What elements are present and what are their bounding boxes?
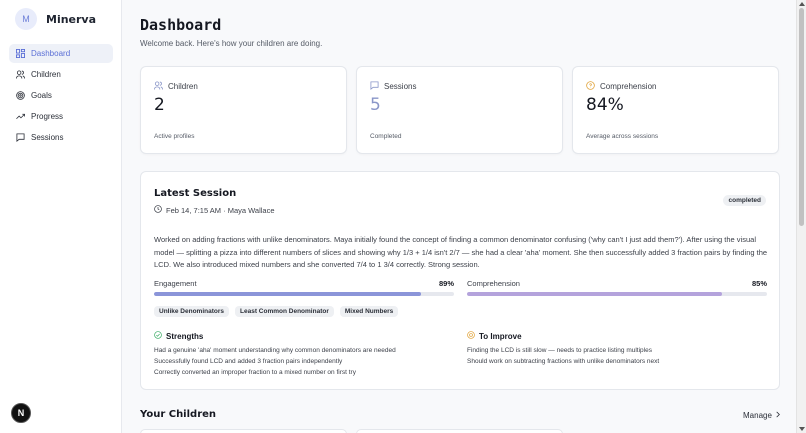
stat-card-children: Children 2 Active profiles: [140, 66, 347, 154]
strength-item: Had a genuine 'aha' moment understanding…: [154, 347, 396, 354]
trend-icon: [16, 112, 25, 121]
improve-title: To Improve: [479, 331, 522, 341]
stat-footnote: Active profiles: [154, 133, 195, 140]
manage-label: Manage: [743, 411, 772, 420]
main-content: Dashboard Welcome back. Here's how your …: [122, 0, 796, 433]
session-description: Worked on adding fractions with unlike d…: [154, 235, 768, 269]
session-meta: Feb 14, 7:15 AM · Maya Wallace: [154, 205, 275, 215]
status-badge: completed: [723, 195, 766, 206]
children-section-title: Your Children: [140, 409, 217, 420]
brand-name: Minerva: [46, 12, 97, 26]
metric-label: Engagement: [154, 279, 197, 288]
session-meta-text: Feb 14, 7:15 AM · Maya Wallace: [166, 205, 275, 215]
sidebar-item-label: Dashboard: [31, 49, 71, 58]
child-card[interactable]: [140, 429, 347, 433]
comprehension-bar-fill: [467, 292, 722, 296]
metric-value: 85%: [751, 279, 767, 288]
scroll-up-arrow-icon[interactable]: [799, 2, 805, 6]
users-icon: [16, 70, 25, 79]
comprehension-bar: [467, 292, 767, 296]
next-dev-badge[interactable]: N: [11, 403, 31, 423]
child-card[interactable]: [356, 429, 563, 433]
sidebar-item-children[interactable]: Children: [9, 65, 113, 84]
clock-icon: [154, 205, 162, 215]
sidebar-item-label: Sessions: [31, 133, 64, 142]
target-icon: [16, 91, 25, 100]
lightbulb-icon: [586, 81, 595, 92]
check-circle-icon: [154, 331, 162, 341]
dashboard-icon: [16, 49, 25, 58]
sidebar-item-sessions[interactable]: Sessions: [9, 128, 113, 147]
engagement-bar: [154, 292, 454, 296]
sidebar-nav: Dashboard Children Goals Progress Sessio…: [9, 44, 113, 149]
stat-value: 84%: [586, 95, 624, 115]
comprehension-metric: Comprehension 85%: [467, 279, 767, 296]
scroll-down-arrow-icon[interactable]: [799, 427, 805, 431]
improve-item: Finding the LCD is still slow — needs to…: [467, 347, 652, 354]
improve-item: Should work on subtracting fractions wit…: [467, 358, 660, 365]
page-scrollbar[interactable]: [796, 0, 806, 433]
sidebar-item-goals[interactable]: Goals: [9, 86, 113, 105]
stat-card-sessions: Sessions 5 Completed: [356, 66, 563, 154]
scroll-thumb[interactable]: [799, 8, 804, 226]
strengths-section: Strengths Had a genuine 'aha' moment und…: [154, 331, 454, 378]
stat-footnote: Average across sessions: [586, 133, 659, 140]
latest-session-card[interactable]: Latest Session Feb 14, 7:15 AM · Maya Wa…: [140, 171, 780, 390]
engagement-metric: Engagement 89%: [154, 279, 454, 296]
sidebar-item-label: Goals: [31, 91, 52, 100]
topic-tag: Mixed Numbers: [339, 306, 399, 317]
engagement-bar-fill: [154, 292, 421, 296]
metric-value: 89%: [438, 279, 454, 288]
topic-tag: Least Common Denominator: [235, 306, 334, 317]
brand[interactable]: M Minerva: [15, 8, 96, 30]
manage-link[interactable]: Manage: [743, 411, 781, 420]
page-subtitle: Welcome back. Here's how your children a…: [140, 39, 323, 48]
stat-label: Sessions: [384, 82, 417, 91]
brand-avatar: M: [15, 8, 37, 30]
topic-tags: Unlike Denominators Least Common Denomin…: [154, 306, 399, 317]
page-title: Dashboard: [140, 16, 222, 34]
strength-item: Correctly converted an improper fraction…: [154, 369, 356, 376]
stat-value: 5: [370, 95, 381, 115]
stat-footnote: Completed: [370, 133, 402, 140]
chevron-right-icon: [775, 411, 781, 420]
stat-label: Children: [168, 82, 198, 91]
stat-label: Comprehension: [600, 82, 657, 91]
chat-icon: [16, 133, 25, 142]
target-icon: [467, 331, 475, 341]
sidebar-item-dashboard[interactable]: Dashboard: [9, 44, 113, 63]
users-icon: [154, 81, 163, 92]
topic-tag: Unlike Denominators: [154, 306, 230, 317]
sidebar: M Minerva Dashboard Children Goals Prog: [0, 0, 122, 433]
improve-section: To Improve Finding the LCD is still slow…: [467, 331, 767, 367]
sidebar-item-progress[interactable]: Progress: [9, 107, 113, 126]
sidebar-item-label: Children: [31, 70, 61, 79]
stat-value: 2: [154, 95, 165, 115]
strength-item: Successfully found LCD and added 3 fract…: [154, 358, 343, 365]
sidebar-item-label: Progress: [31, 112, 64, 121]
metric-label: Comprehension: [467, 279, 520, 288]
chat-icon: [370, 81, 379, 92]
session-title: Latest Session: [154, 188, 237, 199]
strengths-title: Strengths: [166, 331, 204, 341]
stat-card-comprehension: Comprehension 84% Average across session…: [572, 66, 779, 154]
